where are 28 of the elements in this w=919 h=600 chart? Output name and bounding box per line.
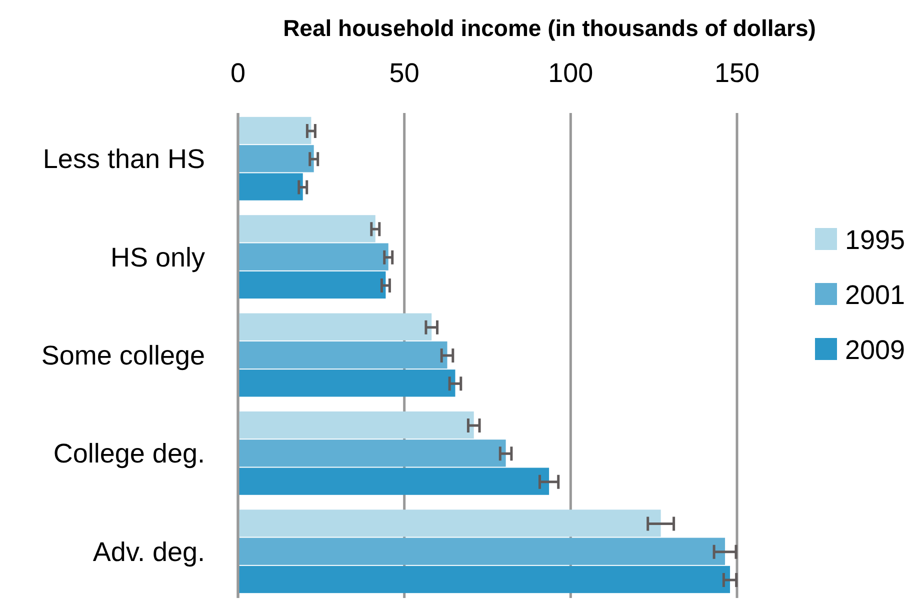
- bar: [238, 173, 303, 200]
- bar: [238, 370, 456, 397]
- x-tick-label: 150: [714, 58, 760, 88]
- bar: [238, 510, 661, 537]
- bar: [238, 243, 388, 270]
- bar: [238, 566, 730, 594]
- x-tick-label: 0: [230, 58, 246, 88]
- bar: [238, 271, 386, 299]
- y-tick-label: HS only: [110, 242, 206, 272]
- bar: [238, 538, 726, 565]
- bar: [238, 440, 506, 467]
- legend-label: 2001: [845, 280, 906, 310]
- x-axis-title: Real household income (in thousands of dollars): [283, 15, 816, 41]
- bar: [238, 145, 314, 172]
- y-tick-label: Some college: [41, 340, 205, 370]
- legend-label: 2009: [845, 335, 906, 365]
- bar: [238, 411, 474, 439]
- y-tick-label: Adv. deg.: [92, 536, 205, 567]
- y-tick-label: College deg.: [53, 438, 205, 469]
- legend-label: 1995: [845, 225, 906, 255]
- bar: [238, 116, 312, 144]
- x-tick-label: 50: [389, 58, 420, 88]
- bar: [238, 468, 550, 495]
- bar: [238, 313, 432, 340]
- bar: [238, 341, 448, 369]
- x-tick-label: 100: [548, 58, 594, 88]
- y-tick-label: Less than HS: [42, 144, 205, 174]
- bar: [238, 215, 376, 242]
